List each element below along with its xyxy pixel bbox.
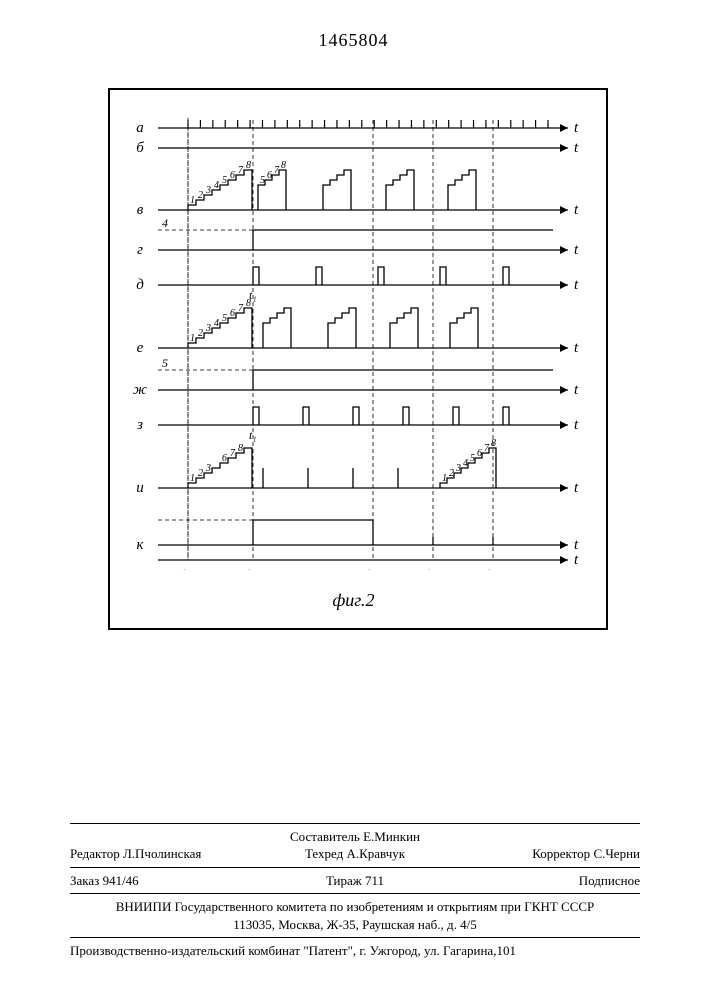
tirage-label: Тираж (326, 873, 362, 888)
svg-text:2: 2 (449, 468, 454, 479)
svg-text:8: 8 (238, 443, 243, 454)
svg-text:ж: ж (133, 382, 147, 398)
svg-text:в: в (137, 202, 144, 218)
svg-text:t: t (574, 552, 579, 568)
svg-text:t₃: t₃ (427, 565, 435, 570)
svg-text:3: 3 (205, 185, 211, 196)
svg-text:4: 4 (214, 318, 219, 329)
svg-text:5: 5 (162, 356, 168, 370)
svg-text:8: 8 (246, 298, 251, 309)
corrector-label: Корректор (532, 846, 590, 861)
svg-text:1: 1 (190, 195, 195, 206)
svg-text:2: 2 (198, 328, 203, 339)
svg-text:а: а (136, 120, 144, 136)
svg-text:t₀: t₀ (182, 565, 190, 570)
svg-text:г: г (137, 242, 143, 258)
svg-text:6: 6 (230, 308, 235, 319)
org-line2: 113035, Москва, Ж-35, Раушская наб., д. … (70, 916, 640, 934)
svg-text:5: 5 (222, 175, 227, 186)
svg-text:t: t (574, 382, 579, 398)
svg-text:8: 8 (246, 160, 251, 171)
svg-text:t₁: t₁ (249, 428, 257, 442)
svg-text:t₂: t₂ (367, 565, 375, 570)
svg-text:5: 5 (260, 175, 265, 186)
subscription-label: Подписное (579, 873, 640, 888)
compositor-label: Составитель (290, 829, 360, 844)
svg-text:t₁: t₁ (247, 565, 255, 570)
svg-text:t: t (574, 537, 579, 553)
svg-text:5: 5 (222, 313, 227, 324)
svg-text:е: е (137, 340, 144, 356)
figure-caption: фиг.2 (0, 590, 707, 611)
svg-text:4: 4 (214, 180, 219, 191)
svg-text:t: t (574, 140, 579, 156)
svg-text:6: 6 (267, 170, 272, 181)
svg-text:к: к (136, 537, 144, 553)
svg-text:3: 3 (205, 323, 211, 334)
document-number: 1465804 (0, 30, 707, 51)
svg-text:8: 8 (281, 160, 286, 171)
svg-text:1: 1 (190, 333, 195, 344)
svg-text:2: 2 (198, 190, 203, 201)
footer-block: Составитель Е.Минкин Редактор Л.Пчолинск… (70, 819, 640, 960)
svg-text:t: t (574, 417, 579, 433)
svg-text:б: б (136, 140, 144, 156)
order-label: Заказ (70, 873, 99, 888)
svg-text:3: 3 (205, 463, 211, 474)
editor-label: Редактор (70, 846, 120, 861)
org-line1: ВНИИПИ Государственного комитета по изоб… (70, 898, 640, 916)
timing-diagram: аtбtвt123456785678гt4дtt₁еt12345678жt5зt… (128, 100, 598, 570)
svg-text:1: 1 (442, 473, 447, 484)
corrector-name: С.Черни (593, 846, 640, 861)
svg-text:t: t (574, 120, 579, 136)
svg-text:д: д (136, 277, 144, 293)
order-value: 941/46 (103, 873, 139, 888)
editor-name: Л.Пчолинская (123, 846, 201, 861)
svg-text:1: 1 (190, 473, 195, 484)
svg-text:6: 6 (222, 453, 227, 464)
compositor-name: Е.Минкин (363, 829, 420, 844)
svg-text:2: 2 (198, 468, 203, 479)
svg-text:6: 6 (477, 448, 482, 459)
svg-text:5: 5 (470, 453, 475, 464)
tirage-value: 711 (365, 873, 384, 888)
svg-text:t: t (574, 340, 579, 356)
svg-text:t: t (574, 277, 579, 293)
svg-text:8: 8 (491, 438, 496, 449)
svg-text:3: 3 (455, 463, 461, 474)
svg-text:6: 6 (230, 170, 235, 181)
svg-text:t: t (574, 480, 579, 496)
svg-text:и: и (136, 480, 144, 496)
svg-text:4: 4 (162, 216, 168, 230)
svg-text:t: t (574, 202, 579, 218)
techred-name: А.Кравчук (346, 846, 405, 861)
svg-text:t₄: t₄ (487, 565, 495, 570)
techred-label: Техред (305, 846, 343, 861)
svg-text:з: з (136, 417, 143, 433)
svg-text:t: t (574, 242, 579, 258)
svg-text:4: 4 (463, 458, 468, 469)
printer-line: Производственно-издательский комбинат "П… (70, 942, 640, 960)
